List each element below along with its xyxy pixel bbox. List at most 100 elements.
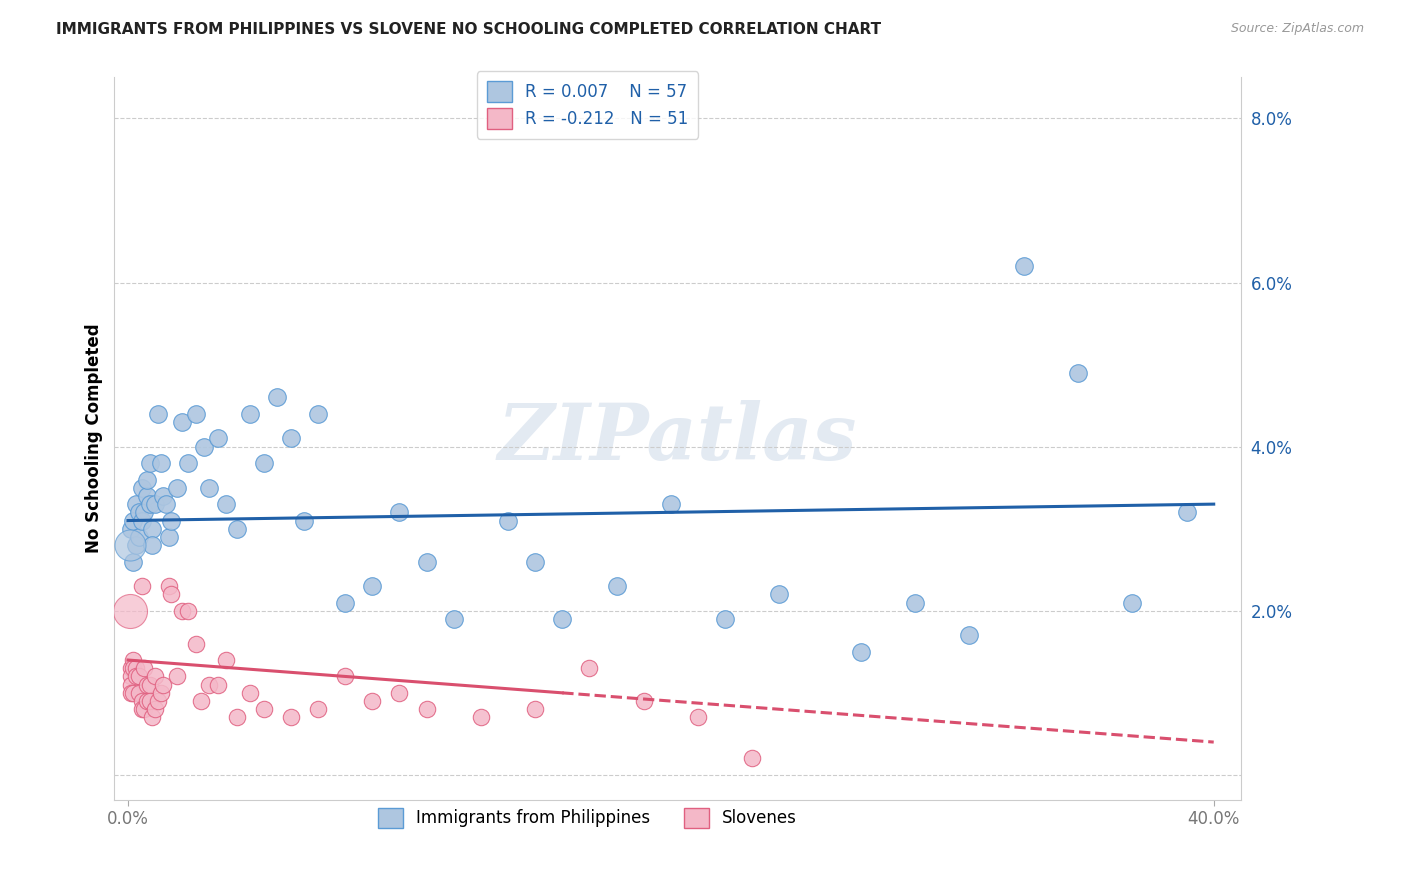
Point: [215, 497, 238, 511]
Point: [190, 694, 212, 708]
Point: [307, 407, 329, 421]
Point: [904, 596, 927, 610]
Point: [849, 645, 872, 659]
Point: [138, 497, 160, 511]
Point: [143, 669, 166, 683]
Point: [136, 694, 159, 708]
Point: [659, 497, 682, 511]
Point: [443, 612, 465, 626]
Point: [136, 489, 159, 503]
Point: [143, 702, 166, 716]
Point: [578, 661, 600, 675]
Point: [253, 456, 276, 470]
Point: [128, 669, 150, 683]
Point: [496, 514, 519, 528]
Point: [141, 710, 163, 724]
Point: [149, 456, 172, 470]
Point: [633, 694, 655, 708]
Point: [361, 694, 384, 708]
Point: [333, 669, 356, 683]
Point: [138, 456, 160, 470]
Point: [152, 678, 174, 692]
Point: [239, 686, 262, 700]
Point: [333, 596, 356, 610]
Point: [388, 686, 411, 700]
Text: IMMIGRANTS FROM PHILIPPINES VS SLOVENE NO SCHOOLING COMPLETED CORRELATION CHART: IMMIGRANTS FROM PHILIPPINES VS SLOVENE N…: [56, 22, 882, 37]
Point: [120, 686, 142, 700]
Point: [131, 579, 153, 593]
Point: [152, 489, 174, 503]
Point: [122, 653, 145, 667]
Point: [198, 481, 221, 495]
Point: [120, 661, 142, 675]
Point: [131, 694, 153, 708]
Point: [184, 407, 207, 421]
Point: [131, 481, 153, 495]
Point: [143, 497, 166, 511]
Point: [125, 538, 148, 552]
Point: [361, 579, 384, 593]
Point: [1175, 505, 1198, 519]
Point: [741, 751, 763, 765]
Point: [551, 612, 574, 626]
Point: [149, 686, 172, 700]
Point: [160, 587, 183, 601]
Point: [131, 702, 153, 716]
Point: [388, 505, 411, 519]
Point: [239, 407, 262, 421]
Point: [307, 702, 329, 716]
Text: ZIPatlas: ZIPatlas: [498, 401, 858, 476]
Point: [198, 678, 221, 692]
Point: [172, 604, 194, 618]
Point: [138, 678, 160, 692]
Point: [524, 555, 547, 569]
Point: [193, 440, 215, 454]
Point: [184, 637, 207, 651]
Point: [253, 702, 276, 716]
Point: [128, 505, 150, 519]
Point: [470, 710, 492, 724]
Point: [280, 432, 302, 446]
Point: [957, 628, 980, 642]
Point: [768, 587, 790, 601]
Point: [141, 538, 163, 552]
Point: [166, 481, 188, 495]
Point: [415, 555, 437, 569]
Point: [138, 694, 160, 708]
Point: [1012, 259, 1035, 273]
Point: [1067, 366, 1090, 380]
Point: [136, 678, 159, 692]
Point: [128, 686, 150, 700]
Point: [294, 514, 316, 528]
Point: [120, 538, 142, 552]
Point: [207, 432, 229, 446]
Point: [1121, 596, 1143, 610]
Point: [714, 612, 737, 626]
Point: [207, 678, 229, 692]
Point: [134, 505, 156, 519]
Point: [120, 522, 142, 536]
Point: [160, 514, 183, 528]
Point: [524, 702, 547, 716]
Point: [134, 702, 156, 716]
Point: [125, 497, 148, 511]
Point: [125, 661, 148, 675]
Point: [215, 653, 238, 667]
Point: [686, 710, 709, 724]
Point: [176, 604, 198, 618]
Point: [122, 661, 145, 675]
Point: [125, 669, 148, 683]
Point: [166, 669, 188, 683]
Point: [225, 522, 247, 536]
Point: [172, 415, 194, 429]
Point: [176, 456, 198, 470]
Point: [280, 710, 302, 724]
Point: [128, 530, 150, 544]
Point: [122, 514, 145, 528]
Point: [146, 407, 169, 421]
Point: [131, 514, 153, 528]
Point: [415, 702, 437, 716]
Text: Source: ZipAtlas.com: Source: ZipAtlas.com: [1230, 22, 1364, 36]
Point: [157, 530, 180, 544]
Point: [122, 686, 145, 700]
